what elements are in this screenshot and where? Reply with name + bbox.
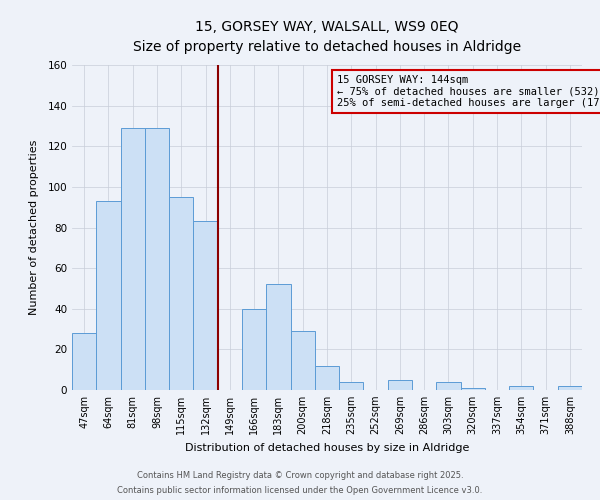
Bar [193, 222, 218, 390]
Bar [388, 380, 412, 390]
Y-axis label: Number of detached properties: Number of detached properties [29, 140, 39, 315]
Text: Contains HM Land Registry data © Crown copyright and database right 2025.: Contains HM Land Registry data © Crown c… [137, 471, 463, 480]
Bar [145, 128, 169, 390]
Bar [315, 366, 339, 390]
Text: Contains public sector information licensed under the Open Government Licence v3: Contains public sector information licen… [118, 486, 482, 495]
Bar [509, 386, 533, 390]
Text: 15 GORSEY WAY: 144sqm
← 75% of detached houses are smaller (532)
25% of semi-det: 15 GORSEY WAY: 144sqm ← 75% of detached … [337, 74, 600, 108]
Bar [461, 388, 485, 390]
Bar [96, 201, 121, 390]
Bar [290, 331, 315, 390]
Bar [242, 308, 266, 390]
X-axis label: Distribution of detached houses by size in Aldridge: Distribution of detached houses by size … [185, 442, 469, 452]
Bar [339, 382, 364, 390]
Bar [558, 386, 582, 390]
Title: 15, GORSEY WAY, WALSALL, WS9 0EQ
Size of property relative to detached houses in: 15, GORSEY WAY, WALSALL, WS9 0EQ Size of… [133, 20, 521, 54]
Bar [121, 128, 145, 390]
Bar [72, 333, 96, 390]
Bar [169, 197, 193, 390]
Bar [266, 284, 290, 390]
Bar [436, 382, 461, 390]
